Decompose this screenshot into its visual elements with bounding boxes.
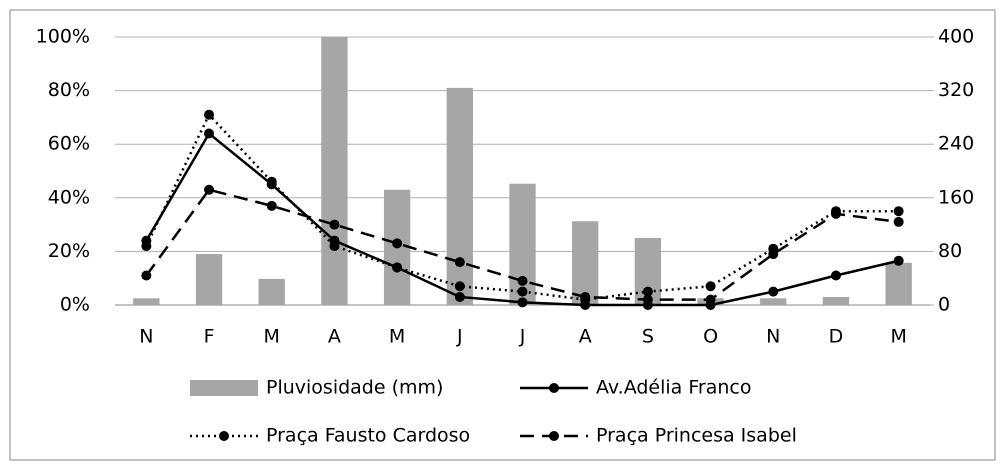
y2-tick-label: 160	[938, 186, 974, 208]
bar	[258, 278, 285, 305]
bar	[321, 37, 348, 305]
marker	[768, 249, 779, 260]
marker	[454, 291, 465, 302]
x-tick-label: N	[139, 326, 153, 348]
x-tick-label: F	[204, 326, 215, 348]
legend-marker	[549, 431, 559, 441]
bar	[195, 254, 223, 305]
x-tick-label: J	[456, 326, 463, 348]
marker	[266, 176, 277, 187]
bar	[885, 262, 912, 305]
marker	[517, 297, 528, 308]
y-tick-label: 80%	[48, 79, 90, 101]
x-tick-label: O	[703, 326, 718, 348]
marker	[705, 294, 716, 305]
marker	[204, 128, 215, 139]
marker	[141, 270, 152, 281]
x-tick-label: M	[264, 326, 280, 348]
marker	[266, 200, 277, 211]
marker	[204, 109, 215, 120]
marker	[141, 241, 152, 252]
marker	[893, 206, 904, 217]
x-tick-label: D	[829, 326, 844, 348]
y2-tick-label: 0	[938, 294, 950, 316]
bar	[446, 87, 473, 305]
y-tick-label: 20%	[48, 240, 90, 262]
marker	[642, 286, 653, 297]
x-tick-label: A	[579, 326, 592, 348]
x-tick-label: N	[766, 326, 780, 348]
legend-marker	[549, 383, 559, 393]
x-tick-label: J	[519, 326, 526, 348]
y2-tick-label: 400	[938, 26, 974, 48]
legend-label: Praça Princesa Isabel	[596, 425, 797, 447]
marker	[204, 184, 215, 195]
marker	[830, 208, 841, 219]
chart-frame	[9, 9, 996, 461]
marker	[642, 294, 653, 305]
legend-label: Av.Adélia Franco	[596, 377, 751, 399]
legend-swatch	[190, 380, 258, 396]
marker	[580, 291, 591, 302]
marker	[893, 255, 904, 266]
marker	[392, 238, 403, 249]
x-tick-label: M	[890, 326, 906, 348]
legend-label: Praça Fausto Cardoso	[266, 425, 470, 447]
y2-tick-label: 320	[938, 79, 974, 101]
marker	[705, 281, 716, 292]
bar	[760, 298, 787, 305]
y2-tick-label: 80	[938, 240, 962, 262]
y-tick-label: 0%	[60, 294, 90, 316]
bar	[572, 221, 599, 305]
legend-marker	[219, 431, 229, 441]
x-tick-label: A	[328, 326, 341, 348]
marker	[893, 216, 904, 227]
marker	[329, 241, 340, 252]
marker	[768, 286, 779, 297]
bar	[822, 296, 850, 305]
y-tick-label: 60%	[48, 133, 90, 155]
marker	[517, 275, 528, 286]
x-tick-label: M	[389, 326, 405, 348]
marker	[454, 257, 465, 268]
marker	[830, 270, 841, 281]
bar	[133, 298, 160, 305]
marker	[329, 219, 340, 230]
y2-tick-label: 240	[938, 133, 974, 155]
y-tick-label: 100%	[36, 26, 90, 48]
marker	[392, 262, 403, 273]
y-tick-label: 40%	[48, 186, 90, 208]
legend-label: Pluviosidade (mm)	[266, 377, 443, 399]
marker	[517, 286, 528, 297]
x-tick-label: S	[642, 326, 654, 348]
marker	[454, 281, 465, 292]
